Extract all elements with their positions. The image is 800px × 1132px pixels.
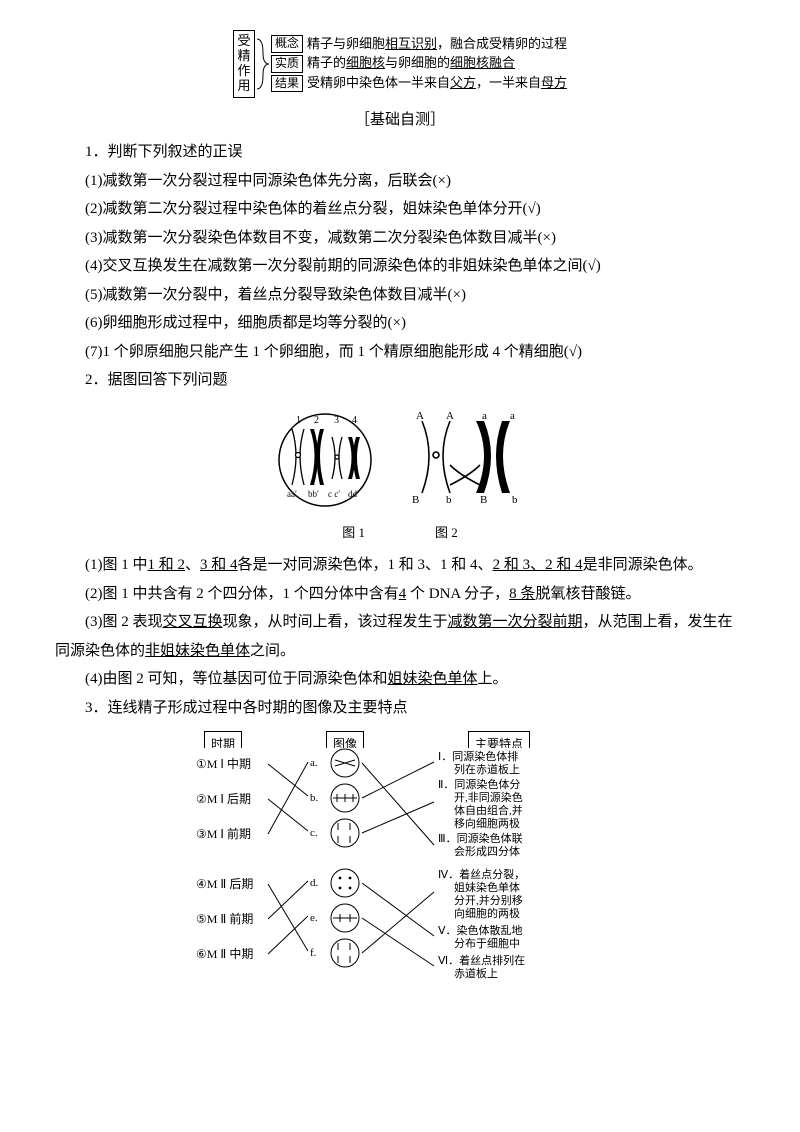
svg-text:1: 1 bbox=[296, 415, 301, 426]
svg-text:⑤M Ⅱ 前期: ⑤M Ⅱ 前期 bbox=[196, 911, 253, 926]
svg-text:Ⅵ．着丝点排列在: Ⅵ．着丝点排列在 bbox=[438, 953, 525, 967]
svg-text:4: 4 bbox=[352, 415, 357, 426]
svg-text:Ⅳ．着丝点分裂，: Ⅳ．着丝点分裂， bbox=[438, 867, 525, 881]
svg-text:b.: b. bbox=[310, 792, 319, 804]
svg-text:3: 3 bbox=[334, 415, 339, 426]
q2-a3: (3)图 2 表现交叉互换现象，从时间上看，该过程发生于减数第一次分裂前期，从范… bbox=[55, 608, 745, 665]
svg-text:b: b bbox=[512, 494, 518, 506]
svg-text:f.: f. bbox=[310, 947, 317, 959]
svg-text:bb′: bb′ bbox=[308, 489, 319, 499]
svg-text:A: A bbox=[416, 410, 424, 422]
svg-text:Ⅱ．同源染色体分: Ⅱ．同源染色体分 bbox=[438, 777, 520, 791]
q1-item: (6)卵细胞形成过程中，细胞质都是均等分裂的(×) bbox=[55, 309, 745, 338]
svg-text:Ⅲ．同源染色体联: Ⅲ．同源染色体联 bbox=[438, 831, 523, 845]
matching-svg: 时期 图像 主要特点 ①M Ⅰ 中期 ②M Ⅰ 后期 ③M Ⅰ 前期 ④M Ⅱ … bbox=[190, 730, 610, 1000]
svg-text:④M Ⅱ 后期: ④M Ⅱ 后期 bbox=[196, 877, 253, 891]
svg-text:b: b bbox=[446, 494, 452, 506]
svg-text:aa′: aa′ bbox=[287, 489, 297, 499]
section-title: ［基础自测］ bbox=[55, 106, 745, 135]
svg-text:开,非同源染色: 开,非同源染色 bbox=[454, 790, 523, 804]
q2-a2: (2)图 1 中共含有 2 个四分体，1 个四分体中含有4 个 DNA 分子，8… bbox=[55, 580, 745, 609]
svg-text:分布于细胞中: 分布于细胞中 bbox=[454, 937, 520, 950]
svg-text:移向细胞两极: 移向细胞两极 bbox=[454, 816, 520, 830]
svg-text:分开,并分别移: 分开,并分别移 bbox=[454, 893, 523, 907]
q2-title: 2．据图回答下列问题 bbox=[55, 366, 745, 395]
svg-text:d.: d. bbox=[310, 877, 319, 889]
svg-text:a: a bbox=[510, 410, 515, 422]
cell-diagrams: 1 2 3 4 aa′ bb′ c c′ bbox=[55, 405, 745, 515]
bracket-svg bbox=[255, 33, 271, 95]
fig2-label: 图 2 bbox=[435, 521, 458, 546]
svg-text:c.: c. bbox=[310, 827, 318, 839]
svg-text:姐妹染色单体: 姐妹染色单体 bbox=[454, 880, 520, 894]
svg-text:Ⅰ．同源染色体排: Ⅰ．同源染色体排 bbox=[438, 749, 518, 763]
q1-item: (1)减数第一次分裂过程中同源染色体先分离，后联会(×) bbox=[55, 167, 745, 196]
svg-text:列在赤道板上: 列在赤道板上 bbox=[454, 762, 520, 776]
svg-text:A: A bbox=[446, 410, 454, 422]
figure-labels: 图 1 图 2 bbox=[55, 521, 745, 546]
page: 受精作用 概念 精子与卵细胞 相互识别 ，融合成受精卵的过程 实质 精子的 细胞… bbox=[0, 0, 800, 1132]
svg-text:赤道板上: 赤道板上 bbox=[454, 966, 498, 980]
fig1-label: 图 1 bbox=[342, 521, 365, 546]
svg-text:⑥M Ⅱ 中期: ⑥M Ⅱ 中期 bbox=[196, 946, 253, 961]
q2-a4: (4)由图 2 可知，等位基因可位于同源染色体和姐妹染色单体上。 bbox=[55, 665, 745, 694]
svg-text:③M Ⅰ 前期: ③M Ⅰ 前期 bbox=[196, 826, 251, 841]
svg-text:B: B bbox=[480, 494, 487, 506]
svg-text:a: a bbox=[482, 410, 487, 422]
svg-text:①M Ⅰ 中期: ①M Ⅰ 中期 bbox=[196, 756, 251, 771]
svg-text:体自由组合,并: 体自由组合,并 bbox=[454, 803, 523, 817]
svg-text:Ⅴ．染色体散乱地: Ⅴ．染色体散乱地 bbox=[438, 923, 523, 937]
q1-title: 1．判断下列叙述的正误 bbox=[55, 138, 745, 167]
chromosome-svg: 1 2 3 4 aa′ bb′ c c′ bbox=[270, 405, 530, 515]
svg-text:②M Ⅰ 后期: ②M Ⅰ 后期 bbox=[196, 792, 251, 806]
q1-item: (5)减数第一次分裂中，着丝点分裂导致染色体数目减半(×) bbox=[55, 281, 745, 310]
svg-text:会形成四分体: 会形成四分体 bbox=[454, 844, 520, 858]
matching-diagram: 时期 图像 主要特点 ①M Ⅰ 中期 ②M Ⅰ 后期 ③M Ⅰ 前期 ④M Ⅱ … bbox=[55, 730, 745, 1000]
svg-text:2: 2 bbox=[314, 415, 319, 426]
bracket-row-1: 概念 精子与卵细胞 相互识别 ，融合成受精卵的过程 bbox=[271, 35, 567, 53]
top-bracket-diagram: 受精作用 概念 精子与卵细胞 相互识别 ，融合成受精卵的过程 实质 精子的 细胞… bbox=[55, 30, 745, 98]
svg-text:a.: a. bbox=[310, 757, 318, 769]
svg-text:dd′: dd′ bbox=[348, 489, 359, 499]
q1-item: (3)减数第一次分裂染色体数目不变，减数第二次分裂染色体数目减半(×) bbox=[55, 224, 745, 253]
bracket-row-3: 结果 受精卵中染色体一半来自 父方 ，一半来自 母方 bbox=[271, 75, 567, 93]
q1-item: (4)交叉互换发生在减数第一次分裂前期的同源染色体的非姐妹染色单体之间(√) bbox=[55, 252, 745, 281]
svg-text:向细胞的两极: 向细胞的两极 bbox=[454, 906, 520, 920]
bracket-row-2: 实质 精子的 细胞核 与卵细胞的 细胞核融合 bbox=[271, 55, 567, 73]
q3-title: 3．连线精子形成过程中各时期的图像及主要特点 bbox=[55, 694, 745, 723]
q1-item: (7)1 个卵原细胞只能产生 1 个卵细胞，而 1 个精原细胞能形成 4 个精细… bbox=[55, 338, 745, 367]
q2-a1: (1)图 1 中1 和 2、3 和 4各是一对同源染色体，1 和 3、1 和 4… bbox=[55, 551, 745, 580]
q1-item: (2)减数第二次分裂过程中染色体的着丝点分裂，姐妹染色单体分开(√) bbox=[55, 195, 745, 224]
svg-text:c c′: c c′ bbox=[328, 489, 340, 499]
svg-text:e.: e. bbox=[310, 912, 318, 924]
concept-vert-box: 受精作用 bbox=[233, 30, 255, 98]
svg-text:B: B bbox=[412, 494, 419, 506]
